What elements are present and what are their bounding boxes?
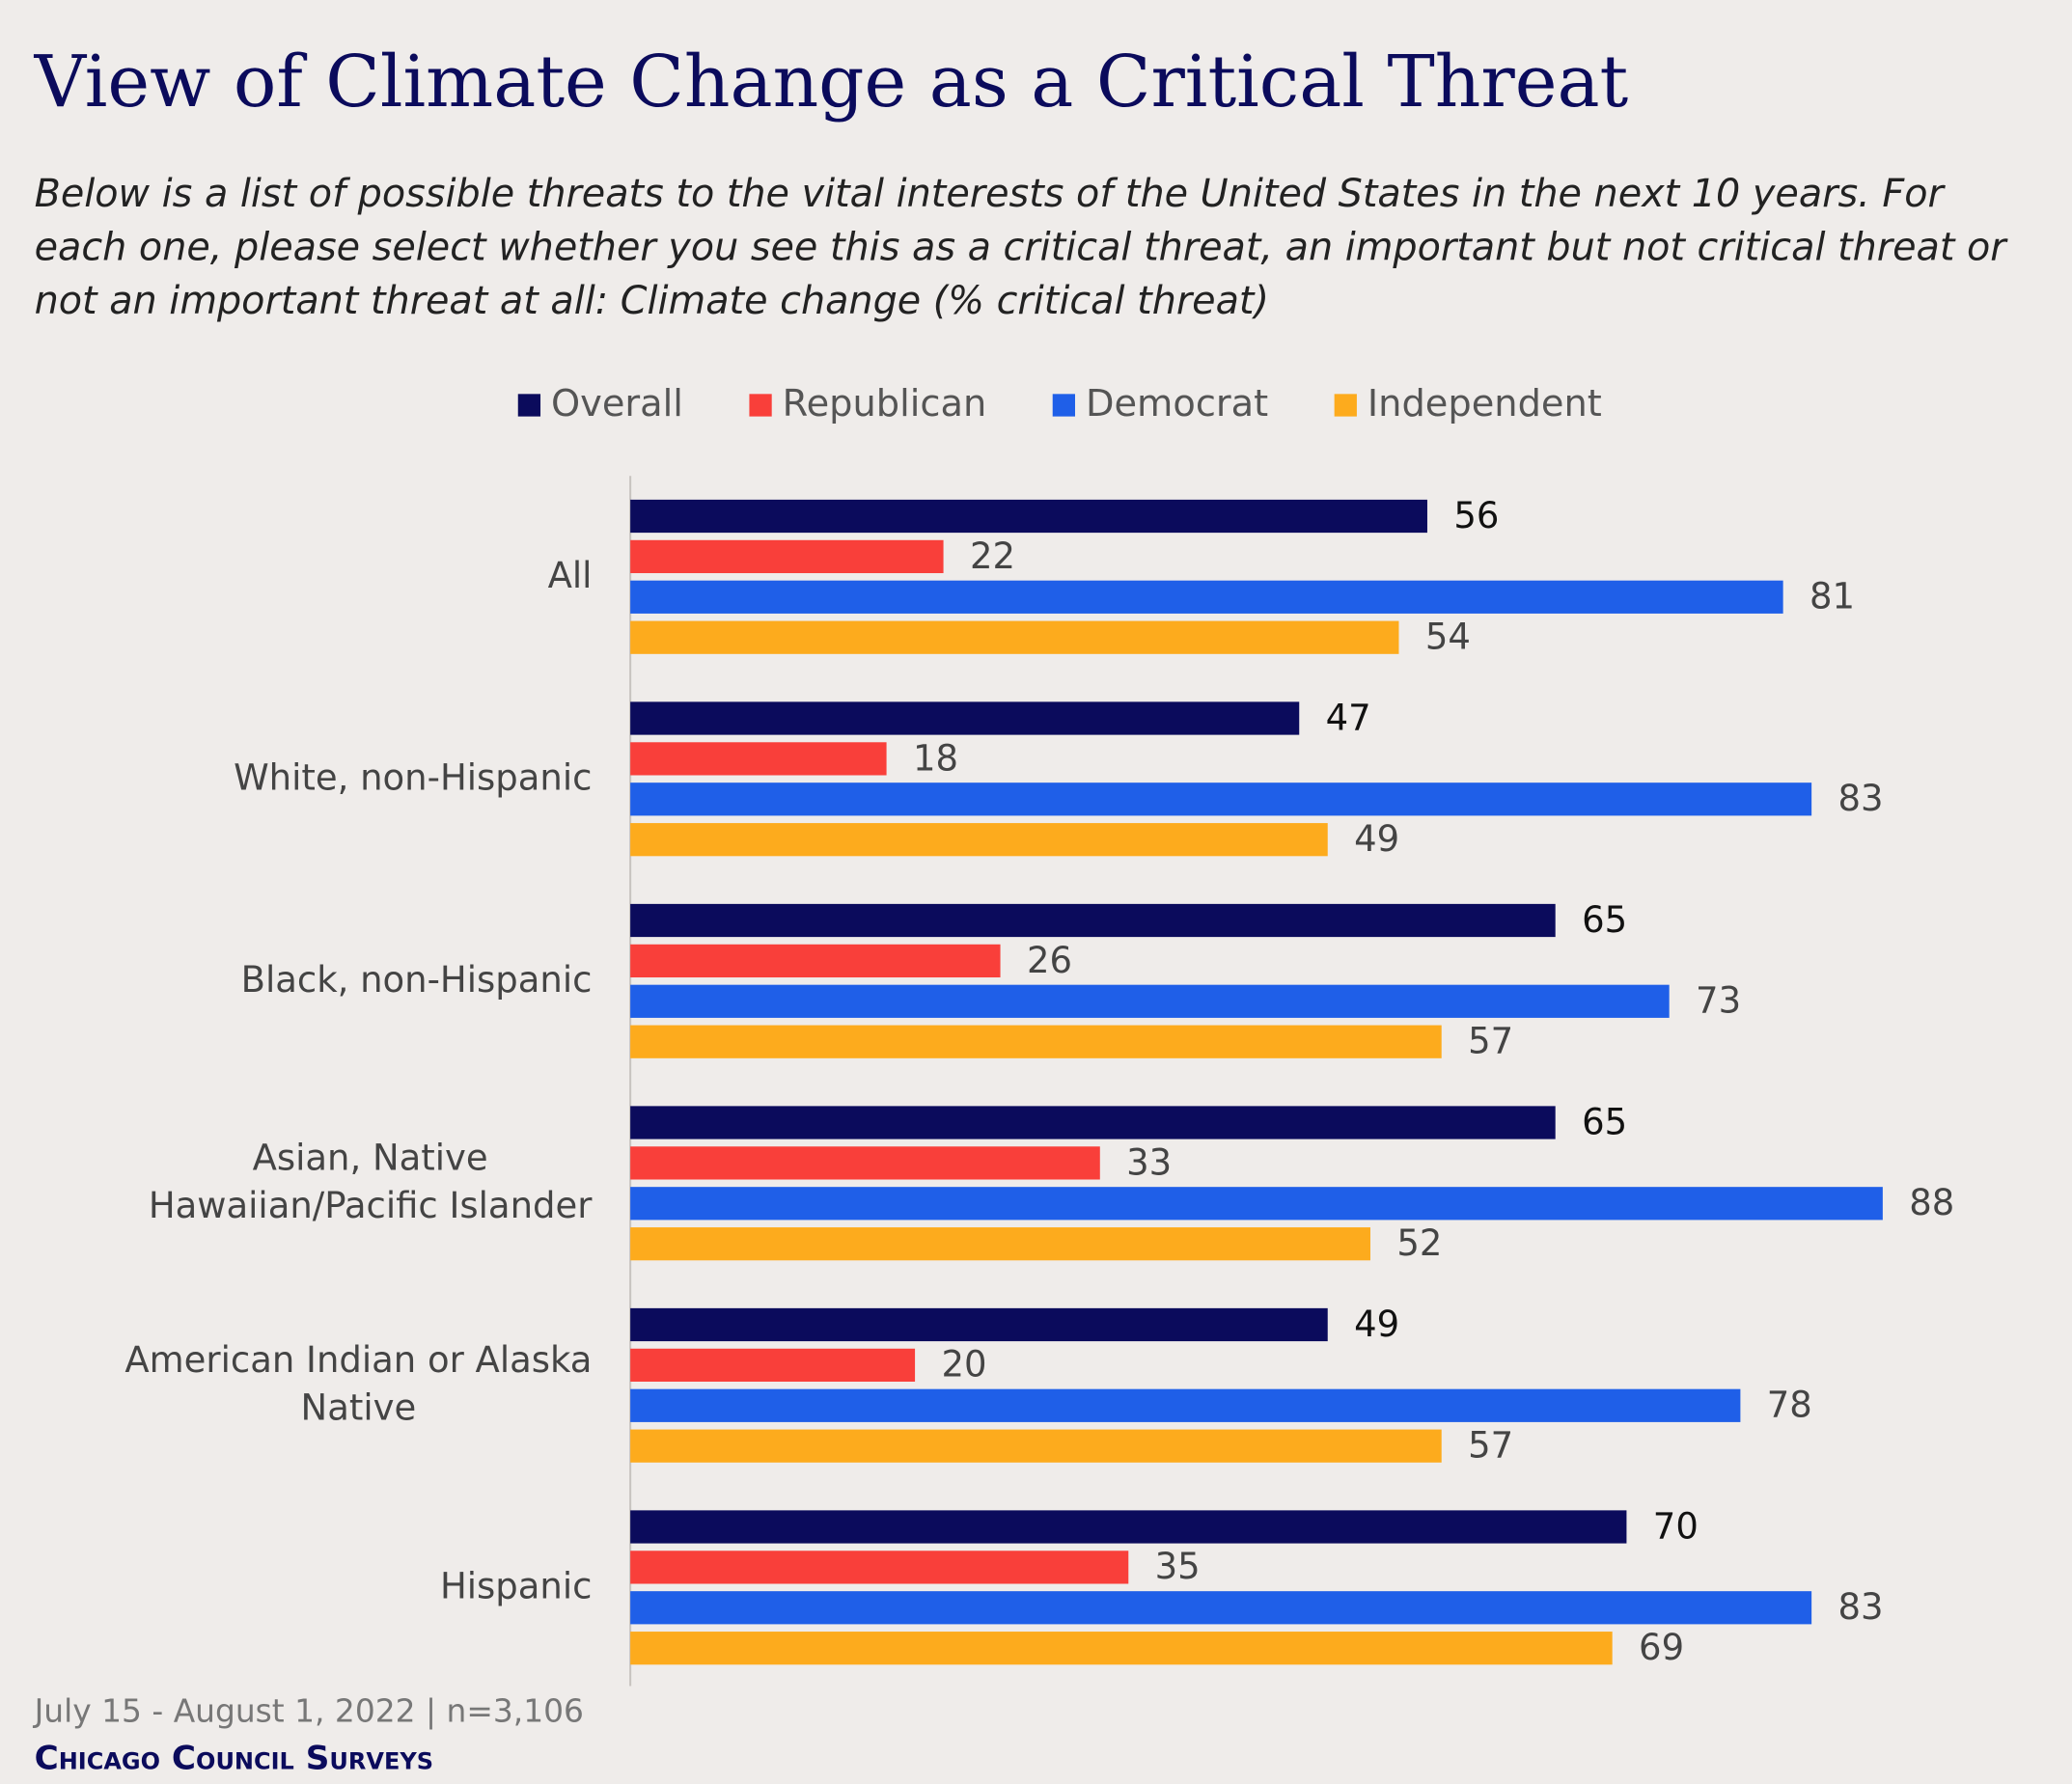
value-label: 57 (1468, 1021, 1513, 1062)
category-label: Hispanic (440, 1565, 592, 1606)
legend-swatch (517, 394, 541, 417)
value-label: 65 (1582, 1101, 1627, 1142)
category-label: Asian, Native Hawaiian/Pacific Islander (149, 1137, 593, 1225)
bar (630, 1187, 1883, 1221)
value-label: 26 (1027, 940, 1072, 981)
value-label: 73 (1696, 980, 1741, 1022)
bar (630, 1307, 1328, 1342)
chart-title: View of Climate Change as a Critical Thr… (34, 41, 1629, 124)
value-label: 88 (1909, 1182, 1954, 1223)
note: July 15 - August 1, 2022 | n=3,106 (33, 1691, 584, 1729)
bar (630, 1106, 1556, 1139)
bar (630, 984, 1670, 1018)
bar (630, 1227, 1370, 1261)
value-label: 78 (1767, 1385, 1812, 1426)
legend-swatch (749, 394, 772, 417)
value-label: 69 (1639, 1627, 1684, 1668)
value-label: 22 (970, 535, 1015, 577)
bar (630, 539, 944, 574)
bar (630, 944, 1001, 978)
category-label: American Indian or Alaska Native (124, 1339, 592, 1428)
bar (630, 1510, 1627, 1544)
category-label: All (548, 554, 593, 595)
value-label: 52 (1396, 1222, 1442, 1264)
legend-label: Democrat (1086, 382, 1268, 425)
value-label: 83 (1838, 778, 1884, 819)
bar (630, 499, 1427, 534)
source: Chicago Council Surveys (35, 1740, 433, 1778)
value-label: 49 (1354, 818, 1399, 860)
legend-label: Republican (783, 382, 987, 425)
value-label: 83 (1838, 1586, 1884, 1628)
value-label: 18 (913, 737, 958, 779)
bar (630, 1348, 916, 1383)
bar (630, 1388, 1741, 1422)
legend-swatch (1052, 394, 1075, 417)
value-label: 56 (1453, 495, 1499, 536)
bar (630, 1551, 1129, 1584)
value-label: 49 (1354, 1304, 1399, 1345)
value-label: 57 (1468, 1425, 1513, 1467)
legend-swatch (1334, 394, 1357, 417)
value-label: 81 (1810, 576, 1855, 618)
chart-subtitle: Below is a list of possible threats to t… (35, 171, 2009, 322)
bar (630, 742, 887, 776)
value-label: 70 (1653, 1505, 1699, 1547)
bar (630, 1146, 1100, 1180)
category-label: Black, non-Hispanic (241, 958, 593, 1000)
category-label: White, non-Hispanic (234, 756, 592, 798)
legend-label: Independent (1368, 382, 1602, 425)
bar (630, 701, 1300, 735)
bar (630, 580, 1783, 614)
bar (630, 903, 1556, 938)
bar (630, 1632, 1613, 1665)
value-label: 20 (941, 1344, 986, 1386)
bar (630, 1025, 1442, 1058)
value-label: 35 (1155, 1546, 1201, 1587)
bar (630, 1429, 1442, 1463)
bar (630, 620, 1399, 654)
bar (630, 782, 1812, 816)
value-label: 33 (1126, 1141, 1172, 1183)
value-label: 65 (1582, 899, 1627, 941)
legend-label: Overall (551, 382, 683, 425)
bar (630, 1591, 1812, 1625)
value-label: 54 (1425, 617, 1471, 658)
value-label: 47 (1326, 697, 1371, 738)
bar (630, 823, 1328, 857)
